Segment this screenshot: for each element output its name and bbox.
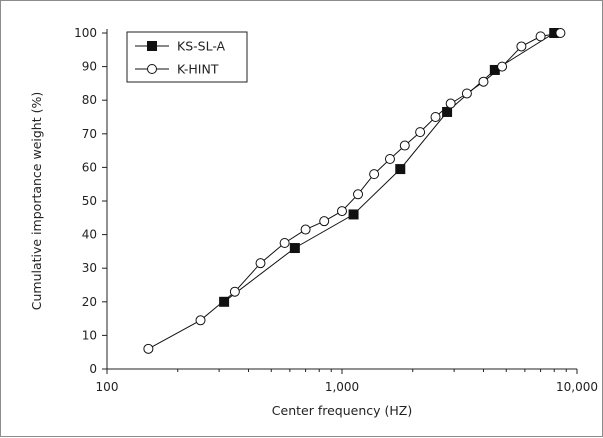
data-point-circle xyxy=(445,98,456,109)
y-tick-label: 60 xyxy=(82,160,97,174)
data-point-circle xyxy=(516,41,527,52)
y-tick-label: 50 xyxy=(82,194,97,208)
data-point-circle xyxy=(478,76,489,87)
series-layer xyxy=(143,28,566,354)
legend-marker-circle xyxy=(147,64,157,74)
data-point-circle xyxy=(229,286,240,297)
data-point-circle xyxy=(555,28,566,38)
data-point-circle xyxy=(399,140,410,151)
data-point-circle xyxy=(535,31,546,42)
series-2 xyxy=(143,28,566,354)
data-point-circle xyxy=(337,206,347,217)
data-point-circle xyxy=(415,127,426,138)
data-point-circle xyxy=(143,343,154,354)
data-point-circle xyxy=(300,224,311,235)
legend-label: K-HINT xyxy=(177,62,219,77)
data-point-square xyxy=(395,164,406,175)
x-tick-label: 100 xyxy=(96,380,119,394)
ticks: 0 10 20 30 40 50 60 70 80 90 100 100 1,000 10,000 xyxy=(74,26,598,394)
data-point-circle xyxy=(319,216,330,227)
y-tick-label: 30 xyxy=(82,261,97,275)
legend-item: KS-SL-A xyxy=(135,39,226,54)
legend-marker-square xyxy=(147,41,157,51)
y-tick-label: 0 xyxy=(89,362,97,376)
y-axis-title: Cumulative importance weight (%) xyxy=(29,92,44,310)
data-point-circle xyxy=(353,189,364,200)
data-point-square xyxy=(549,28,560,38)
y-tick-label: 70 xyxy=(82,127,97,141)
y-tick-label: 80 xyxy=(82,93,97,107)
data-point-circle xyxy=(369,169,380,180)
y-tick-label: 10 xyxy=(82,328,97,342)
data-point-square xyxy=(442,106,453,117)
data-point-square xyxy=(489,64,500,75)
y-tick-label: 100 xyxy=(74,26,97,40)
data-point-square xyxy=(289,243,300,254)
legend-items: KS-SL-A K-HINT xyxy=(135,39,226,77)
x-axis-title: Center frequency (HZ) xyxy=(272,403,412,418)
y-tick-label: 90 xyxy=(82,60,97,74)
data-point-circle xyxy=(279,238,290,248)
x-tick-label: 10,000 xyxy=(556,380,598,394)
x-tick-label: 1,000 xyxy=(325,380,359,394)
data-point-square xyxy=(219,296,230,307)
data-point-circle xyxy=(497,61,508,72)
legend-item: K-HINT xyxy=(135,62,219,77)
data-point-circle xyxy=(255,258,266,269)
y-tick-label: 40 xyxy=(82,228,97,242)
legend-box xyxy=(126,31,248,83)
data-point-circle xyxy=(430,112,441,122)
series-line xyxy=(223,32,555,303)
data-point-circle xyxy=(384,154,395,164)
data-point-square xyxy=(348,209,359,220)
y-tick-label: 20 xyxy=(82,295,97,309)
legend-label: KS-SL-A xyxy=(177,39,226,54)
data-point-circle xyxy=(195,315,206,326)
data-point-circle xyxy=(461,88,472,99)
series-1 xyxy=(219,28,560,307)
legend: KS-SL-A K-HINT xyxy=(126,31,248,83)
